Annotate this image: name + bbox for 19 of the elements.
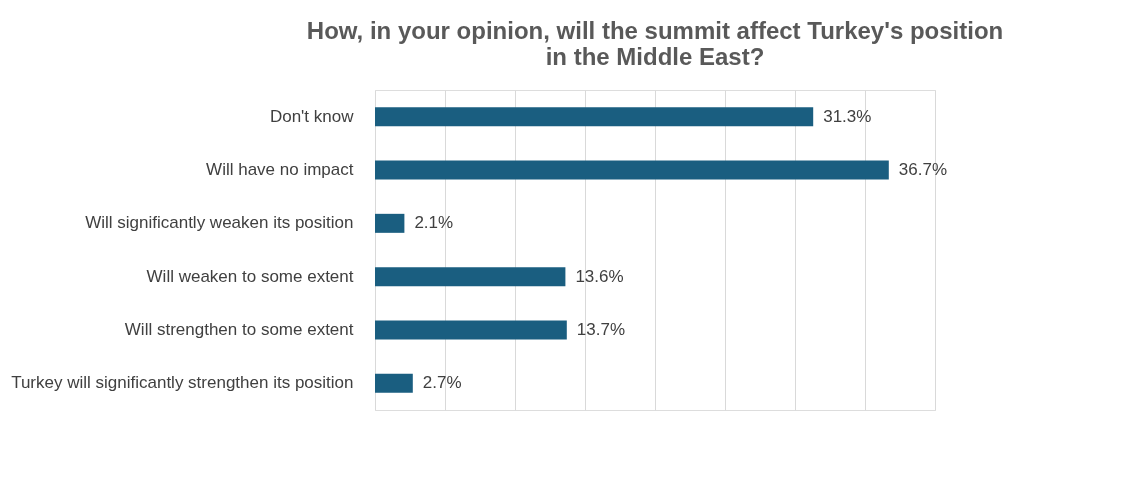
y-tick-label: Will weaken to some extent: [146, 266, 354, 286]
y-tick-label: Will strengthen to some extent: [124, 320, 354, 339]
data-label: 13.6%: [575, 266, 624, 286]
bar: [375, 320, 567, 340]
data-label: 2.7%: [422, 373, 462, 393]
data-label: 36.7%: [898, 160, 947, 179]
bar: [375, 267, 566, 287]
bar: [375, 373, 413, 393]
bar: [375, 160, 889, 180]
bar: [375, 213, 405, 233]
bar: [375, 107, 814, 127]
y-tick-label: Turkey will significantly strengthen its position: [11, 373, 354, 393]
y-tick-label: Don't know: [269, 106, 355, 126]
data-label: 31.3%: [823, 106, 872, 126]
y-tick-label: Will have no impact: [206, 160, 354, 179]
data-label: 2.1%: [414, 213, 454, 233]
data-label: 13.7%: [576, 320, 625, 339]
chart-title: How, in your opinion, will the summit affect Turkey's position in the Middle East?: [306, 17, 1004, 70]
y-tick-label: Will significantly weaken its position: [85, 213, 354, 233]
